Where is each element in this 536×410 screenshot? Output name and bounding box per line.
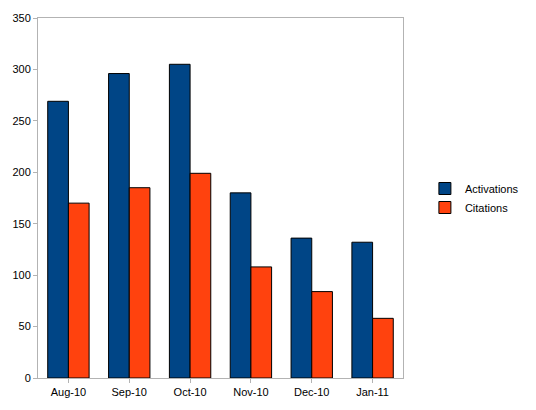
svg-text:Nov-10: Nov-10 xyxy=(233,386,268,398)
svg-text:Jan-11: Jan-11 xyxy=(356,386,389,398)
svg-text:Sep-10: Sep-10 xyxy=(112,386,147,398)
svg-text:300: 300 xyxy=(12,63,30,75)
svg-text:Oct-10: Oct-10 xyxy=(174,386,207,398)
svg-text:350: 350 xyxy=(12,12,30,24)
svg-text:Dec-10: Dec-10 xyxy=(294,386,329,398)
svg-text:150: 150 xyxy=(12,218,30,230)
svg-text:100: 100 xyxy=(12,269,30,281)
svg-text:200: 200 xyxy=(12,166,30,178)
svg-text:250: 250 xyxy=(12,115,30,127)
svg-text:Activations: Activations xyxy=(465,183,519,195)
svg-text:0: 0 xyxy=(25,372,31,384)
svg-text:Aug-10: Aug-10 xyxy=(51,386,86,398)
svg-text:50: 50 xyxy=(19,320,31,332)
svg-text:Citations: Citations xyxy=(465,202,508,214)
